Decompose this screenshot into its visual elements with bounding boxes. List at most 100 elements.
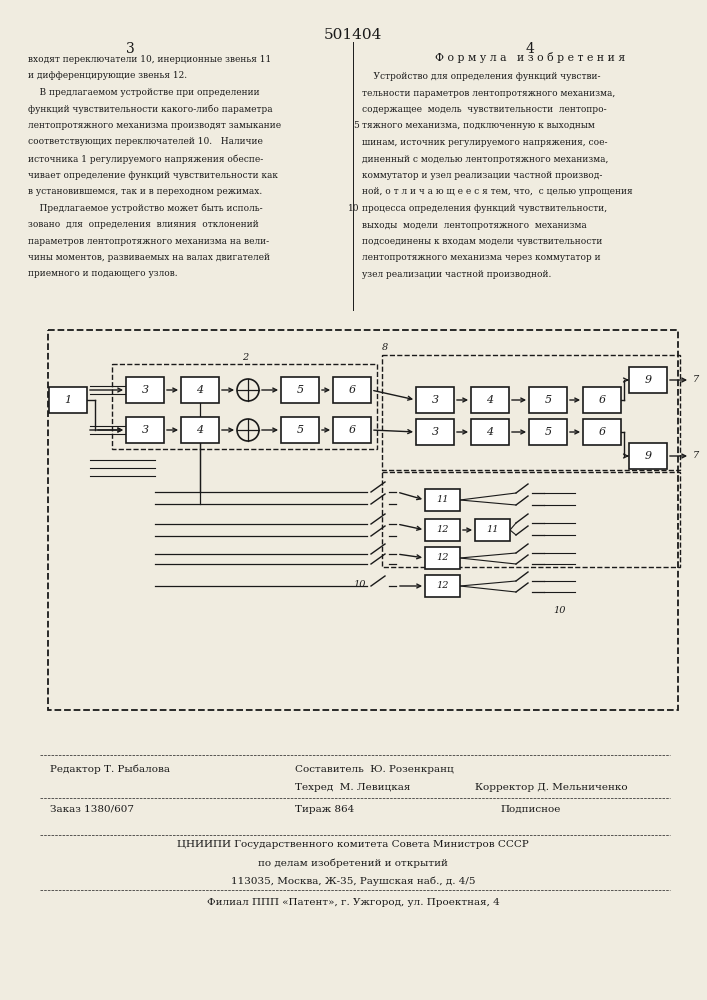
Text: по делам изобретений и открытий: по делам изобретений и открытий bbox=[258, 858, 448, 867]
Text: выходы  модели  лентопротяжного  механизма: выходы модели лентопротяжного механизма bbox=[362, 221, 587, 230]
Text: ЦНИИПИ Государственного комитета Совета Министров СССР: ЦНИИПИ Государственного комитета Совета … bbox=[177, 840, 529, 849]
Text: 11: 11 bbox=[436, 495, 449, 504]
Text: Филиал ППП «Патент», г. Ужгород, ул. Проектная, 4: Филиал ППП «Патент», г. Ужгород, ул. Про… bbox=[206, 898, 499, 907]
Bar bbox=[49, 387, 87, 413]
Bar bbox=[333, 417, 371, 443]
Text: Подписное: Подписное bbox=[500, 805, 561, 814]
Text: 9: 9 bbox=[645, 451, 652, 461]
Bar bbox=[382, 472, 680, 567]
Bar bbox=[471, 419, 509, 445]
Text: зовано  для  определения  влияния  отклонений: зовано для определения влияния отклонени… bbox=[28, 220, 259, 229]
Text: 4: 4 bbox=[486, 427, 493, 437]
Text: 8: 8 bbox=[382, 343, 388, 352]
Text: Заказ 1380/607: Заказ 1380/607 bbox=[50, 805, 134, 814]
Text: 6: 6 bbox=[349, 385, 356, 395]
Text: 5: 5 bbox=[296, 385, 303, 395]
Text: и дифференцирующие звенья 12.: и дифференцирующие звенья 12. bbox=[28, 72, 187, 81]
Text: чивает определение функций чувствительности как: чивает определение функций чувствительно… bbox=[28, 170, 278, 180]
Text: В предлагаемом устройстве при определении: В предлагаемом устройстве при определени… bbox=[28, 88, 259, 97]
Text: входят переключатели 10, инерционные звенья 11: входят переключатели 10, инерционные зве… bbox=[28, 55, 271, 64]
Text: функций чувствительности какого-либо параметра: функций чувствительности какого-либо пар… bbox=[28, 104, 273, 114]
Bar bbox=[425, 547, 460, 569]
Text: соответствующих переключателей 10.   Наличие: соответствующих переключателей 10. Налич… bbox=[28, 137, 263, 146]
Text: источника 1 регулируемого напряжения обеспе-: источника 1 регулируемого напряжения обе… bbox=[28, 154, 263, 163]
Text: 5: 5 bbox=[544, 427, 551, 437]
Text: Тираж 864: Тираж 864 bbox=[295, 805, 354, 814]
Text: тяжного механизма, подключенную к выходным: тяжного механизма, подключенную к выходн… bbox=[362, 121, 595, 130]
Bar bbox=[126, 377, 164, 403]
Text: 12: 12 bbox=[436, 582, 449, 590]
Bar bbox=[382, 355, 680, 470]
Bar bbox=[475, 519, 510, 541]
Text: Ф о р м у л а   и з о б р е т е н и я: Ф о р м у л а и з о б р е т е н и я bbox=[435, 52, 625, 63]
Bar bbox=[425, 489, 460, 511]
Text: 5: 5 bbox=[353, 121, 359, 130]
Text: Составитель  Ю. Розенкранц: Составитель Ю. Розенкранц bbox=[295, 765, 454, 774]
Text: 3: 3 bbox=[126, 42, 134, 56]
Text: 4: 4 bbox=[197, 385, 204, 395]
Text: Корректор Д. Мельниченко: Корректор Д. Мельниченко bbox=[475, 783, 628, 792]
Text: 4: 4 bbox=[486, 395, 493, 405]
Bar bbox=[471, 387, 509, 413]
Text: диненный с моделью лентопротяжного механизма,: диненный с моделью лентопротяжного механ… bbox=[362, 154, 609, 163]
Text: 6: 6 bbox=[598, 395, 606, 405]
Text: Техред  М. Левицкая: Техред М. Левицкая bbox=[295, 783, 410, 792]
Text: приемного и подающего узлов.: приемного и подающего узлов. bbox=[28, 269, 177, 278]
Bar bbox=[583, 419, 621, 445]
Text: 3: 3 bbox=[431, 395, 438, 405]
Text: 4: 4 bbox=[197, 425, 204, 435]
Text: коммутатор и узел реализации частной производ-: коммутатор и узел реализации частной про… bbox=[362, 171, 602, 180]
Bar bbox=[333, 377, 371, 403]
Text: тельности параметров лентопротяжного механизма,: тельности параметров лентопротяжного мех… bbox=[362, 89, 615, 98]
Text: 5: 5 bbox=[544, 395, 551, 405]
Text: 12: 12 bbox=[436, 526, 449, 534]
Text: лентопротяжного механизма через коммутатор и: лентопротяжного механизма через коммутат… bbox=[362, 253, 601, 262]
Bar bbox=[181, 377, 219, 403]
Text: ной, о т л и ч а ю щ е е с я тем, что,  с целью упрощения: ной, о т л и ч а ю щ е е с я тем, что, с… bbox=[362, 188, 633, 196]
Text: Редактор Т. Рыбалова: Редактор Т. Рыбалова bbox=[50, 765, 170, 774]
Text: Устройство для определения функций чувстви-: Устройство для определения функций чувст… bbox=[362, 72, 600, 81]
Text: 11: 11 bbox=[486, 526, 498, 534]
Text: 3: 3 bbox=[431, 427, 438, 437]
Text: подсоединены к входам модели чувствительности: подсоединены к входам модели чувствитель… bbox=[362, 237, 602, 246]
Bar bbox=[48, 330, 678, 710]
Bar bbox=[281, 377, 319, 403]
Text: узел реализации частной производной.: узел реализации частной производной. bbox=[362, 270, 551, 279]
Text: содержащее  модель  чувствительности  лентопро-: содержащее модель чувствительности ленто… bbox=[362, 105, 607, 114]
Text: 10: 10 bbox=[348, 204, 359, 213]
Text: 7: 7 bbox=[693, 452, 699, 460]
Bar bbox=[629, 367, 667, 393]
Text: лентопротяжного механизма производят замыкание: лентопротяжного механизма производят зам… bbox=[28, 121, 281, 130]
Bar bbox=[281, 417, 319, 443]
Text: 10: 10 bbox=[554, 606, 566, 615]
Text: 9: 9 bbox=[645, 375, 652, 385]
Bar bbox=[629, 443, 667, 469]
Text: 6: 6 bbox=[349, 425, 356, 435]
Text: 10: 10 bbox=[354, 580, 366, 589]
Text: 113035, Москва, Ж-35, Раушская наб., д. 4/5: 113035, Москва, Ж-35, Раушская наб., д. … bbox=[230, 876, 475, 886]
Text: 4: 4 bbox=[525, 42, 534, 56]
Bar bbox=[416, 387, 454, 413]
Text: в установившемся, так и в переходном режимах.: в установившемся, так и в переходном реж… bbox=[28, 187, 262, 196]
Bar bbox=[425, 575, 460, 597]
Text: 2: 2 bbox=[242, 353, 248, 362]
Bar bbox=[529, 387, 567, 413]
Text: 7: 7 bbox=[693, 375, 699, 384]
Text: процесса определения функций чувствительности,: процесса определения функций чувствитель… bbox=[362, 204, 607, 213]
Text: 1: 1 bbox=[64, 395, 71, 405]
Text: параметров лентопротяжного механизма на вели-: параметров лентопротяжного механизма на … bbox=[28, 236, 269, 245]
Text: 5: 5 bbox=[296, 425, 303, 435]
Bar bbox=[425, 519, 460, 541]
Text: Предлагаемое устройство может быть исполь-: Предлагаемое устройство может быть испол… bbox=[28, 204, 262, 213]
Bar bbox=[126, 417, 164, 443]
Text: 3: 3 bbox=[141, 385, 148, 395]
Text: чины моментов, развиваемых на валах двигателей: чины моментов, развиваемых на валах двиг… bbox=[28, 253, 270, 262]
Text: 12: 12 bbox=[436, 554, 449, 562]
Bar bbox=[112, 364, 377, 449]
Bar bbox=[583, 387, 621, 413]
Bar bbox=[529, 419, 567, 445]
Bar bbox=[181, 417, 219, 443]
Text: 501404: 501404 bbox=[324, 28, 382, 42]
Text: 3: 3 bbox=[141, 425, 148, 435]
Text: шинам, источник регулируемого напряжения, сое-: шинам, источник регулируемого напряжения… bbox=[362, 138, 607, 147]
